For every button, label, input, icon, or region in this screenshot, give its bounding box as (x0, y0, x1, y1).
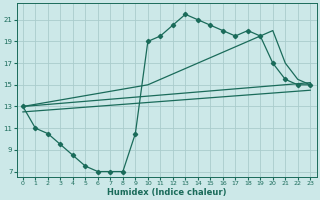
X-axis label: Humidex (Indice chaleur): Humidex (Indice chaleur) (107, 188, 226, 197)
